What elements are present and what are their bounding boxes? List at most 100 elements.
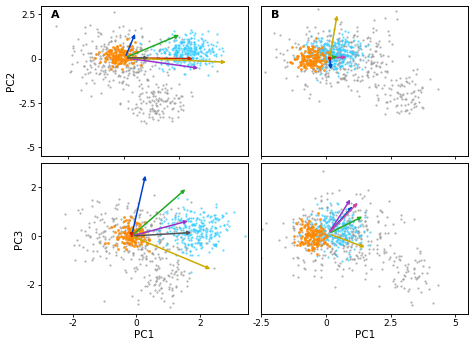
Point (339, 47, 347, 52)
Point (116, 48, 123, 54)
Point (314, 46, 321, 51)
Point (186, 52, 193, 57)
Point (419, 263, 427, 269)
Point (318, 46, 326, 52)
Point (306, 59, 314, 64)
Point (147, 89, 155, 94)
Point (328, 240, 336, 246)
Point (173, 233, 181, 238)
Point (290, 239, 297, 245)
Point (195, 45, 202, 51)
Point (338, 242, 346, 247)
Point (354, 52, 361, 57)
Point (188, 28, 195, 33)
Point (369, 246, 377, 252)
Point (307, 242, 314, 247)
Point (183, 51, 191, 57)
Point (326, 61, 334, 66)
Point (188, 29, 196, 35)
Point (361, 212, 369, 217)
Point (142, 255, 149, 260)
Point (328, 64, 336, 70)
Point (318, 231, 326, 237)
Point (149, 116, 156, 121)
Point (351, 208, 359, 214)
Point (321, 40, 329, 46)
Point (159, 99, 166, 104)
Point (117, 230, 125, 236)
Point (331, 42, 339, 47)
Point (137, 246, 145, 252)
Point (372, 63, 380, 68)
Point (118, 233, 125, 239)
Point (304, 221, 311, 226)
Point (200, 223, 207, 229)
Point (325, 48, 332, 53)
Point (211, 216, 219, 221)
Point (408, 90, 415, 96)
Point (309, 46, 316, 52)
Point (142, 262, 150, 267)
Point (297, 226, 304, 231)
Point (133, 230, 140, 236)
Point (331, 229, 338, 235)
Point (362, 54, 369, 60)
Point (125, 241, 133, 246)
Point (417, 289, 424, 295)
Point (400, 276, 407, 282)
Point (323, 56, 330, 62)
Point (190, 229, 197, 234)
Point (316, 230, 323, 236)
Point (345, 62, 353, 68)
Point (197, 45, 204, 51)
Point (340, 42, 348, 48)
Point (306, 230, 313, 236)
Point (314, 69, 322, 74)
Point (341, 28, 348, 33)
Point (330, 234, 338, 240)
Point (195, 225, 203, 230)
Point (332, 53, 339, 58)
Point (343, 52, 351, 57)
Point (314, 45, 322, 51)
Point (114, 73, 122, 79)
Point (314, 237, 322, 242)
Point (168, 118, 176, 124)
Point (182, 211, 190, 217)
Point (120, 244, 128, 250)
Point (143, 254, 150, 259)
Point (131, 27, 139, 33)
Point (340, 230, 347, 236)
Point (308, 230, 316, 236)
Point (326, 60, 333, 65)
Point (149, 293, 157, 298)
Point (369, 53, 377, 59)
Point (212, 44, 220, 49)
Point (304, 44, 311, 50)
Point (107, 51, 114, 57)
Point (348, 234, 356, 240)
Point (319, 228, 327, 234)
Point (164, 72, 172, 78)
Point (398, 216, 405, 222)
Point (395, 90, 402, 96)
Point (333, 52, 340, 57)
Point (173, 276, 181, 282)
Point (328, 63, 335, 69)
Point (195, 227, 203, 233)
Point (108, 234, 115, 239)
Point (96, 238, 104, 244)
Point (152, 275, 160, 280)
Point (304, 246, 312, 251)
Point (126, 213, 134, 219)
Point (292, 57, 299, 62)
Point (365, 247, 373, 252)
Point (306, 49, 314, 55)
Point (171, 49, 179, 54)
Point (187, 269, 195, 275)
Point (317, 69, 324, 74)
Point (119, 45, 127, 50)
Point (136, 83, 143, 89)
Point (326, 48, 334, 53)
Point (303, 84, 310, 89)
